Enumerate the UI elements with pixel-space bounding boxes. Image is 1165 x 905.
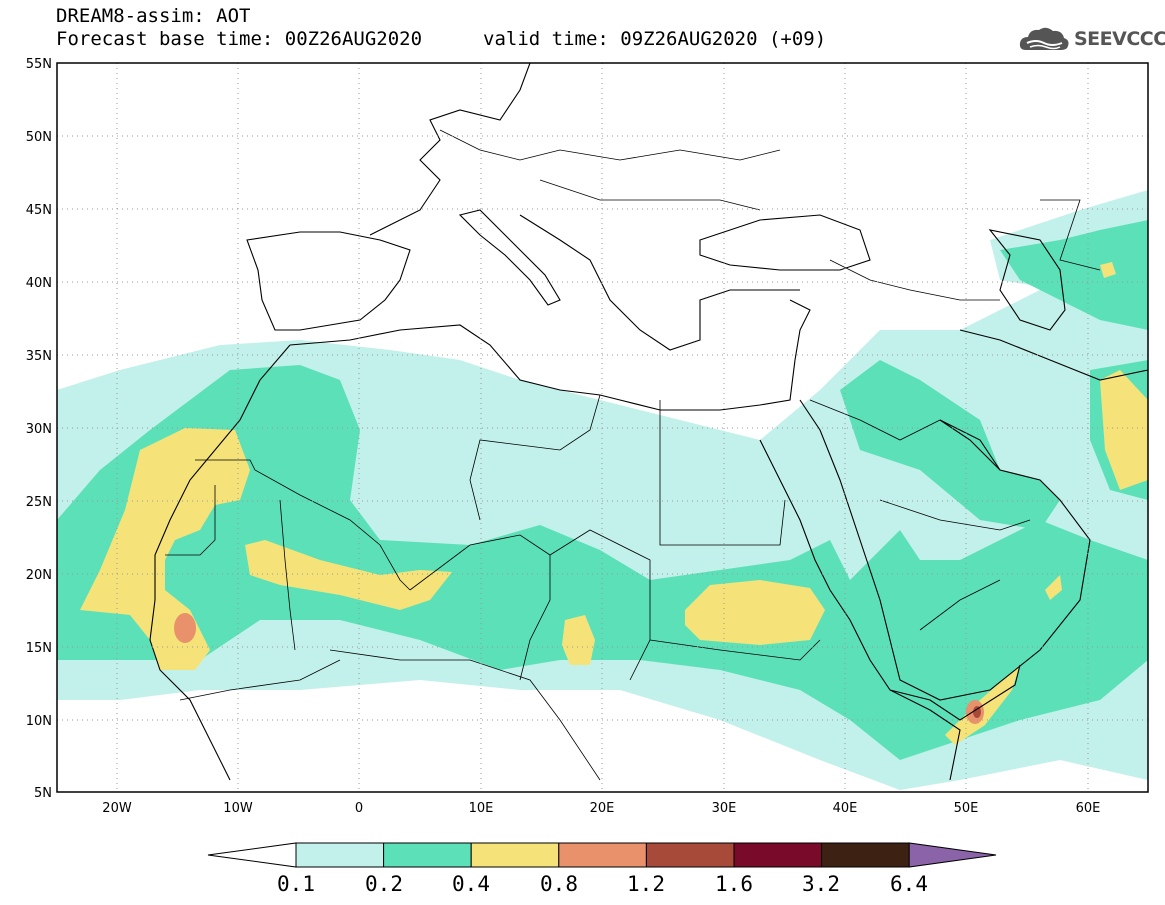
lon-tick-label: 20W <box>102 801 132 816</box>
lon-tick-label: 0 <box>355 801 363 816</box>
coastline-western-europe <box>369 63 531 236</box>
colorbar-label: 0.1 <box>277 872 315 896</box>
forecast-base-time: Forecast base time: 00Z26AUG2020 <box>56 28 423 50</box>
colorbar-segment <box>383 842 472 868</box>
coastline-west-africa <box>149 344 291 781</box>
lat-tick-label: 10N <box>26 714 52 729</box>
border <box>809 399 941 441</box>
colorbar-segment <box>558 842 647 868</box>
colorbar-labels: 0.1 0.2 0.4 0.8 1.2 1.6 3.2 6.4 <box>277 872 928 896</box>
colorbar-label: 0.2 <box>365 872 403 896</box>
border <box>1040 199 1101 271</box>
coastline-iberia <box>246 231 411 331</box>
seevccc-logo: SEEVCCC <box>1018 24 1165 54</box>
map-title: DREAM8-assim: AOT <box>56 5 251 27</box>
colorbar-label: 0.4 <box>452 872 490 896</box>
colorbar-label: 1.6 <box>715 872 753 896</box>
aot-band-1.2 <box>973 706 981 718</box>
coastlines <box>149 63 1148 781</box>
valid-time: valid time: 09Z26AUG2020 (+09) <box>483 28 827 50</box>
colorbar-label: 0.8 <box>540 872 578 896</box>
coastline-horn-of-africa <box>889 664 1021 721</box>
coastline-caspian <box>988 229 1066 331</box>
colorbar-label: 1.2 <box>627 872 665 896</box>
lon-tick-label: 60E <box>1076 801 1101 816</box>
colorbar-segment <box>645 842 735 868</box>
lat-tick-label: 40N <box>26 276 52 291</box>
lat-lon-grid <box>57 63 1148 792</box>
colorbar-label: 6.4 <box>890 872 928 896</box>
lat-tick-label: 50N <box>26 130 52 145</box>
aot-band-0.4 <box>1100 262 1116 278</box>
border <box>919 579 1001 631</box>
border <box>829 259 1000 301</box>
lat-axis: 55N 50N 45N 40N 35N 30N 25N 20N 15N 10N … <box>26 57 52 801</box>
aot-band-0.4 <box>80 428 250 670</box>
aot-band-0.8 <box>174 613 196 643</box>
lon-tick-label: 20E <box>590 801 615 816</box>
lon-tick-label: 40E <box>833 801 858 816</box>
aot-band-0.4 <box>245 540 452 610</box>
colorbar-segment <box>470 842 560 868</box>
colorbar-segment <box>295 842 385 868</box>
coastline-italy <box>458 209 561 306</box>
map-frame <box>56 62 1149 793</box>
aot-band-0.4 <box>685 580 825 645</box>
lat-tick-label: 20N <box>26 568 52 583</box>
aot-band-0.2 <box>840 360 1060 530</box>
aot-band-0.4 <box>562 615 595 665</box>
border <box>649 639 821 661</box>
lon-tick-label: 10E <box>469 801 494 816</box>
aot-band-0.2 <box>57 365 1148 760</box>
border <box>195 459 411 591</box>
border <box>439 129 781 161</box>
border <box>659 400 786 546</box>
aot-band-0.2 <box>1000 220 1148 330</box>
coastline-north-africa <box>289 324 796 411</box>
aot-band-0.4 <box>1045 575 1062 600</box>
border <box>279 499 296 651</box>
lat-tick-label: 30N <box>26 422 52 437</box>
coastline-east-mediterranean <box>789 299 811 361</box>
lat-tick-label: 45N <box>26 203 52 218</box>
aot-shading <box>57 190 1148 790</box>
lat-tick-label: 5N <box>34 786 52 801</box>
border <box>179 659 341 701</box>
colorbar-segment <box>821 842 910 868</box>
border <box>165 485 216 556</box>
lon-tick-label: 50E <box>954 801 979 816</box>
coastline-iran <box>959 329 1148 381</box>
border <box>539 179 761 211</box>
logo-text: SEEVCCC <box>1074 28 1165 50</box>
aot-band-0.4 <box>1100 370 1148 490</box>
colorbar-label: 3.2 <box>802 872 840 896</box>
lon-tick-label: 10W <box>223 801 253 816</box>
colorbar-extend-low <box>207 842 297 868</box>
coastline-arabia <box>799 399 1091 701</box>
border <box>329 649 601 781</box>
border <box>549 529 651 681</box>
coastline-red-sea <box>759 439 961 781</box>
coastline-black-sea <box>699 214 871 271</box>
coastline-balkans-greece <box>519 214 800 351</box>
coastline-persian-gulf <box>939 419 1001 471</box>
colorbar-extend-high <box>908 842 997 868</box>
lon-axis: 20W 10W 0 10E 20E 30E 40E 50E 60E <box>102 801 1100 816</box>
cloud-icon <box>1019 27 1069 50</box>
border <box>879 499 1031 531</box>
lat-tick-label: 25N <box>26 495 52 510</box>
lat-tick-label: 55N <box>26 57 52 72</box>
border <box>469 394 601 521</box>
aot-band-0.4 <box>945 665 1020 745</box>
country-borders <box>165 129 1101 781</box>
colorbar-segment <box>733 842 823 868</box>
lon-tick-label: 30E <box>712 801 737 816</box>
lat-tick-label: 15N <box>26 641 52 656</box>
colorbar <box>207 842 997 868</box>
lat-tick-label: 35N <box>26 349 52 364</box>
